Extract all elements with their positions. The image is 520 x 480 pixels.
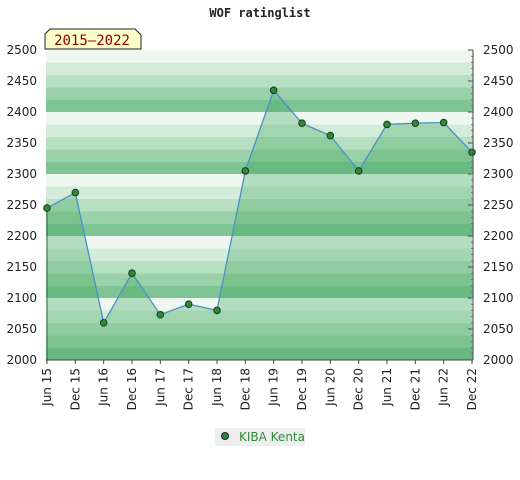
y-tick-label-left: 2400: [6, 105, 37, 119]
background-band: [46, 112, 473, 125]
y-tick-label-left: 2300: [6, 167, 37, 181]
background-band: [46, 248, 473, 261]
legend-marker: [221, 432, 229, 440]
series-area: [47, 90, 472, 361]
data-point-jun-22[interactable]: [439, 118, 448, 127]
y-tick-label-right: 2350: [483, 136, 514, 150]
data-point-dec-18[interactable]: [241, 167, 250, 175]
background-band: [46, 285, 473, 298]
x-tick-label: Jun 17: [153, 368, 167, 407]
background-band: [46, 298, 473, 311]
y-tick-label-right: 2200: [483, 229, 514, 243]
y-tick-label-right: 2100: [483, 291, 514, 305]
background-band: [46, 273, 473, 286]
x-tick-label: Jun 20: [323, 368, 337, 407]
x-tick-label: Jun 21: [380, 368, 394, 407]
background-band: [46, 161, 473, 174]
background-bands: [46, 50, 473, 360]
background-band: [46, 50, 473, 63]
data-point-jun-15[interactable]: [43, 204, 51, 212]
y-tick-label-left: 2000: [6, 353, 37, 367]
legend-label: KIBA Kenta: [239, 430, 305, 444]
data-point-jun-18[interactable]: [213, 306, 221, 315]
background-band: [46, 99, 473, 112]
y-tick-label-right: 2050: [483, 322, 514, 336]
data-point-dec-15[interactable]: [71, 188, 80, 197]
y-tick-label-left: 2250: [6, 198, 37, 212]
data-point-dec-22[interactable]: [468, 148, 476, 157]
data-point-dec-21[interactable]: [411, 119, 420, 127]
background-band: [46, 310, 473, 323]
x-tick-label: Dec 16: [125, 368, 139, 410]
y-tick-label-left: 2200: [6, 229, 37, 243]
background-band: [46, 174, 473, 187]
series-line: [46, 89, 473, 325]
period-badge: 2015–2022: [44, 28, 142, 50]
x-tick-label: Jun 19: [267, 368, 281, 407]
data-point-dec-16[interactable]: [128, 269, 136, 278]
background-band: [46, 87, 473, 100]
y-tick-label-left: 2150: [6, 260, 37, 274]
background-band: [46, 62, 473, 75]
x-tick-label: Dec 17: [182, 368, 196, 410]
x-tick-label: Dec 19: [295, 368, 309, 410]
x-tick-label: Jun 18: [210, 368, 224, 407]
background-band: [46, 223, 473, 236]
y-tick-label-left: 2350: [6, 136, 37, 150]
y-tick-label-right: 2250: [483, 198, 514, 212]
y-tick-label-left: 2450: [6, 74, 37, 88]
background-band: [46, 347, 473, 360]
x-tick-label: Jun 15: [40, 368, 54, 407]
background-band: [46, 260, 473, 274]
x-tick-label: Dec 22: [465, 368, 479, 410]
data-point-jun-21[interactable]: [383, 120, 391, 129]
data-point-jun-19[interactable]: [269, 86, 278, 95]
y-axis-left: 2000 2050 2100 2150 2200 2250 2300 2350 2400 2450…: [6, 43, 37, 367]
series-markers: [43, 86, 476, 360]
background-band: [46, 74, 473, 88]
y-axis-right: 2000 2050 2100 2150 2200 2250 2300 2350 2400 2450…: [468, 43, 514, 367]
y-tick-label-right: 2000: [483, 353, 514, 367]
y-tick-label-right: 2150: [483, 260, 514, 274]
legend[interactable]: KIBA Kenta: [215, 428, 305, 446]
legend-box: [215, 428, 305, 446]
x-tick-label: Jun 22: [437, 368, 451, 407]
badge-label: 2015–2022: [54, 33, 130, 49]
x-tick-label: Dec 21: [408, 368, 422, 410]
background-band: [46, 198, 473, 212]
data-point-dec-20[interactable]: [354, 167, 363, 175]
badge-box: [44, 28, 142, 50]
x-tick-label: Jun 16: [97, 368, 111, 407]
background-band: [46, 322, 473, 336]
y-tick-label-left: 2100: [6, 291, 37, 305]
data-point-dec-17[interactable]: [184, 300, 193, 309]
chart-title: WOF ratinglist: [209, 6, 310, 20]
y-tick-label-left: 2050: [6, 322, 37, 336]
data-point-dec-19[interactable]: [298, 119, 306, 127]
data-point-jun-16[interactable]: [99, 319, 108, 327]
x-tick-label: Dec 20: [352, 368, 366, 410]
y-tick-label-right: 2500: [483, 43, 514, 57]
y-tick-label-right: 2450: [483, 74, 514, 88]
background-band: [46, 186, 473, 199]
data-point-jun-17[interactable]: [156, 310, 165, 319]
y-tick-label-left: 2500: [6, 43, 37, 57]
background-band: [46, 136, 473, 150]
x-tick-label: Dec 18: [238, 368, 252, 410]
background-band: [46, 335, 473, 348]
data-point-jun-20[interactable]: [326, 131, 335, 140]
x-axis: Jun 15 Dec 15 Jun 16 Dec 16 Jun 17 Dec 17 Jun …: [40, 359, 479, 410]
y-tick-label-right: 2300: [483, 167, 514, 181]
y-tick-label-right: 2400: [483, 105, 514, 119]
background-band: [46, 211, 473, 224]
x-tick-label: Dec 15: [68, 368, 82, 410]
background-band: [46, 236, 473, 249]
